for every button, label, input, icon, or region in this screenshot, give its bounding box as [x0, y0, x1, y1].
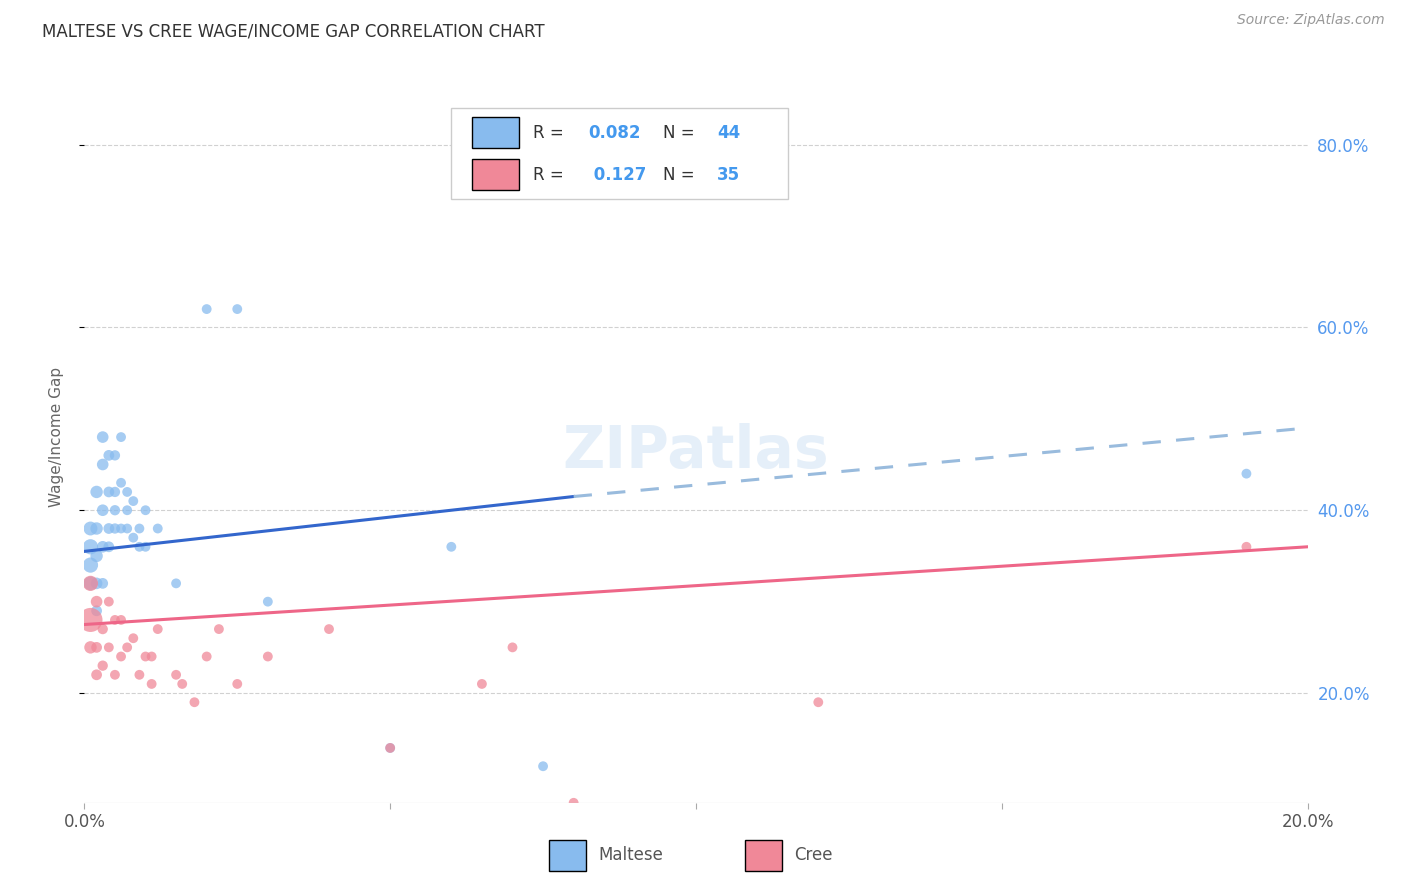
Point [807, 695, 830, 709]
Point [122, 531, 145, 545]
Text: 0.082: 0.082 [588, 124, 641, 142]
Point [86, 521, 108, 535]
Point [502, 640, 524, 655]
Text: 35: 35 [717, 166, 740, 184]
Point [318, 622, 340, 636]
Point [562, 137, 585, 152]
Point [226, 677, 249, 691]
Point [104, 448, 127, 462]
Point [110, 475, 132, 490]
Point [79, 640, 101, 655]
Point [97, 594, 120, 608]
Point [91, 576, 114, 591]
Point [208, 622, 231, 636]
Y-axis label: Wage/Income Gap: Wage/Income Gap [49, 367, 63, 508]
Point [135, 649, 157, 664]
Point [86, 576, 108, 591]
Text: R =: R = [533, 124, 569, 142]
Point [115, 485, 138, 500]
Text: Cree: Cree [794, 847, 832, 864]
Point [79, 540, 101, 554]
Point [86, 604, 108, 618]
Point [1236, 467, 1258, 481]
Point [165, 576, 187, 591]
Text: Source: ZipAtlas.com: Source: ZipAtlas.com [1237, 13, 1385, 28]
Text: Maltese: Maltese [598, 847, 664, 864]
Point [141, 677, 163, 691]
Point [97, 521, 120, 535]
Point [165, 667, 187, 681]
Point [257, 594, 280, 608]
Point [440, 540, 463, 554]
Point [104, 613, 127, 627]
Point [380, 740, 402, 755]
Point [531, 759, 554, 773]
Point [79, 613, 101, 627]
Point [79, 576, 101, 591]
Point [1236, 540, 1258, 554]
Text: N =: N = [664, 166, 700, 184]
Text: 0.127: 0.127 [588, 166, 647, 184]
Text: ZIPatlas: ZIPatlas [562, 423, 830, 480]
Point [110, 613, 132, 627]
Point [91, 658, 114, 673]
Point [172, 677, 194, 691]
Point [146, 521, 169, 535]
Point [91, 622, 114, 636]
Point [110, 649, 132, 664]
Point [135, 540, 157, 554]
Point [110, 521, 132, 535]
Point [380, 740, 402, 755]
FancyBboxPatch shape [451, 108, 787, 200]
Point [110, 430, 132, 444]
FancyBboxPatch shape [745, 840, 782, 871]
Point [104, 503, 127, 517]
Point [86, 667, 108, 681]
Point [91, 540, 114, 554]
Point [91, 503, 114, 517]
Point [128, 540, 150, 554]
Text: N =: N = [664, 124, 700, 142]
Point [471, 677, 494, 691]
Point [195, 302, 218, 317]
Point [128, 521, 150, 535]
Text: 44: 44 [717, 124, 740, 142]
Point [104, 667, 127, 681]
Point [97, 540, 120, 554]
Point [141, 649, 163, 664]
Point [86, 485, 108, 500]
Point [122, 632, 145, 646]
Point [79, 558, 101, 573]
Point [91, 458, 114, 472]
Point [86, 549, 108, 563]
Point [146, 622, 169, 636]
Point [195, 649, 218, 664]
Point [86, 594, 108, 608]
Point [135, 503, 157, 517]
Point [86, 640, 108, 655]
Point [128, 667, 150, 681]
Text: MALTESE VS CREE WAGE/INCOME GAP CORRELATION CHART: MALTESE VS CREE WAGE/INCOME GAP CORRELAT… [42, 22, 544, 40]
Point [115, 521, 138, 535]
FancyBboxPatch shape [472, 117, 519, 148]
Text: R =: R = [533, 166, 569, 184]
Point [183, 695, 205, 709]
Point [122, 494, 145, 508]
Point [257, 649, 280, 664]
Point [104, 485, 127, 500]
Point [79, 521, 101, 535]
FancyBboxPatch shape [472, 160, 519, 190]
Point [91, 430, 114, 444]
Point [562, 796, 585, 810]
Point [115, 503, 138, 517]
Point [97, 640, 120, 655]
Point [97, 448, 120, 462]
Point [226, 302, 249, 317]
Point [97, 485, 120, 500]
Point [104, 521, 127, 535]
FancyBboxPatch shape [550, 840, 586, 871]
Point [79, 576, 101, 591]
Point [115, 640, 138, 655]
